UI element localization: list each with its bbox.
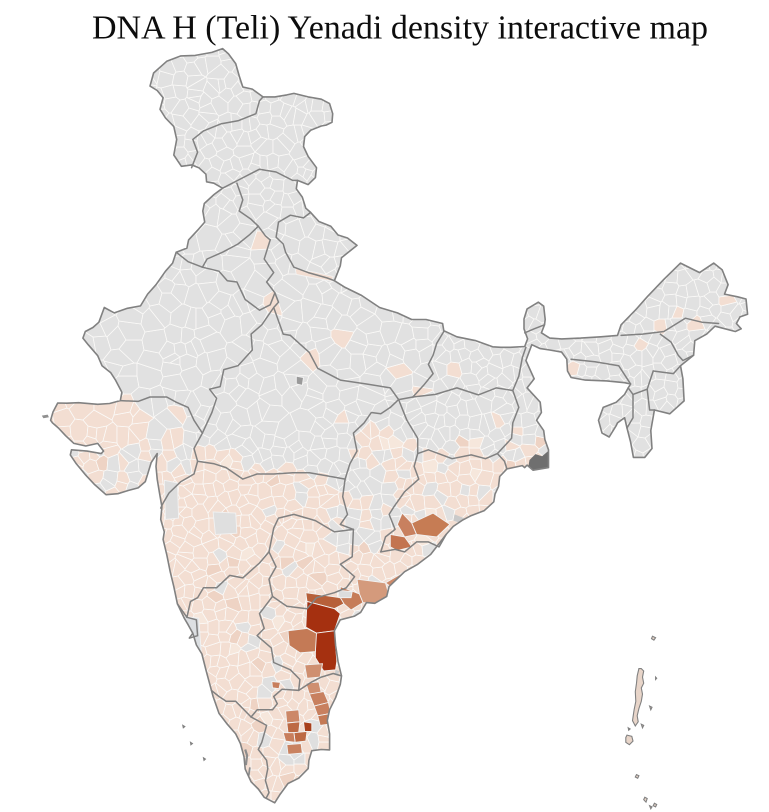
svg-text:DNA H (Teli) Yenadi density in: DNA H (Teli) Yenadi density interactive … <box>92 9 708 46</box>
